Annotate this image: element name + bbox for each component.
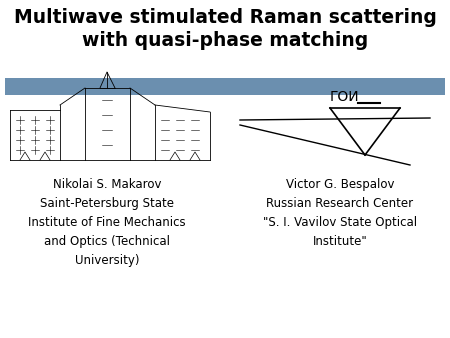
Text: ГОИ: ГОИ xyxy=(330,90,360,104)
Text: Nikolai S. Makarov
Saint-Petersburg State
Institute of Fine Mechanics
and Optics: Nikolai S. Makarov Saint-Petersburg Stat… xyxy=(28,178,186,267)
Text: Victor G. Bespalov
Russian Research Center
"S. I. Vavilov State Optical
Institut: Victor G. Bespalov Russian Research Cent… xyxy=(263,178,417,248)
Bar xyxy=(5,78,445,95)
Text: Multiwave stimulated Raman scattering
with quasi-phase matching: Multiwave stimulated Raman scattering wi… xyxy=(14,8,436,50)
